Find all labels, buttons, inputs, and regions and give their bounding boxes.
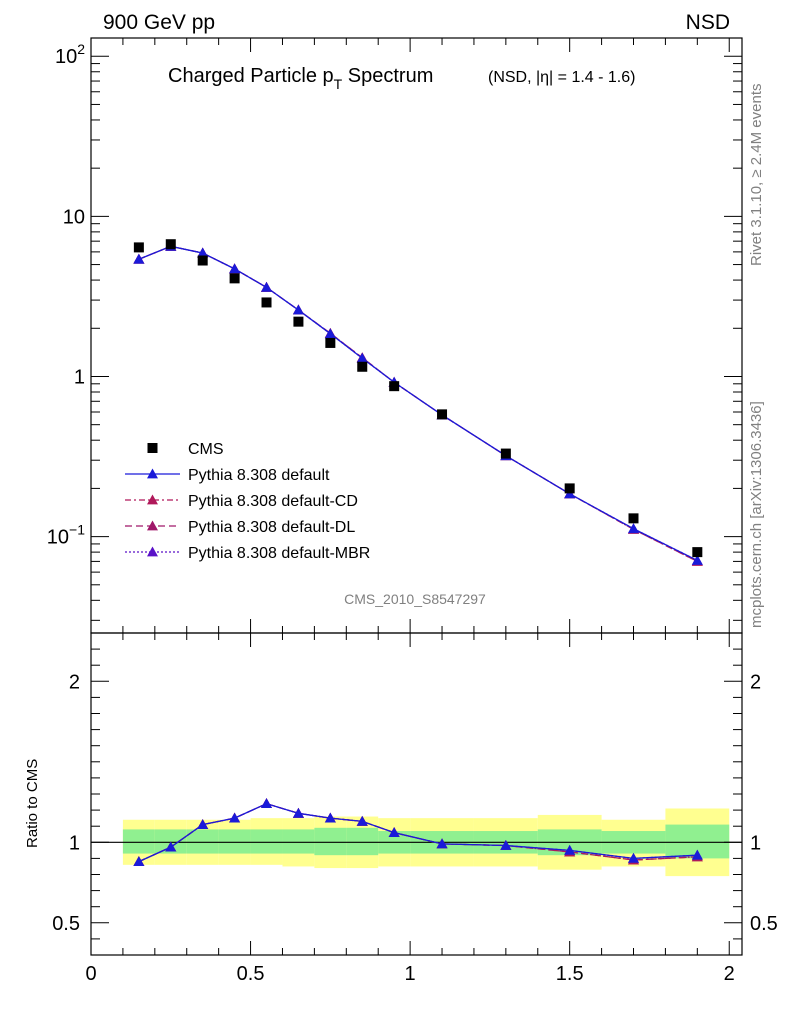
band-inner (218, 829, 251, 854)
data-point-cms (197, 255, 208, 266)
title-main-tail: Spectrum (342, 65, 433, 87)
ratio-marker (500, 840, 512, 850)
ratio-marker (388, 827, 400, 838)
data-point-cms (357, 361, 368, 372)
mcplots-reference-label: mcplots.cern.ch [arXiv:1306.3436] (748, 401, 765, 628)
legend-marker (147, 520, 158, 531)
upper-ticks: 102 10 1 10−1 (47, 38, 742, 633)
x-tick-label: 0.5 (237, 963, 265, 985)
band-inner (122, 829, 155, 854)
series-line (138, 245, 698, 561)
upper-y-tick-label: 1 (74, 366, 85, 388)
series-marker (691, 554, 703, 565)
band-inner (250, 829, 283, 854)
ratio-marker (165, 841, 177, 852)
series-line (138, 245, 698, 561)
ratio-marker (229, 812, 241, 823)
upper-frame (90, 37, 743, 634)
lower-y-tick-label-left: 0.5 (52, 913, 80, 935)
legend-marker (147, 546, 158, 557)
x-tick-label: 1 (405, 963, 416, 985)
x-tick-label: 2 (724, 963, 735, 985)
lower-y-tick-label-left: 2 (69, 671, 80, 693)
series-marker (261, 281, 273, 292)
ratio-marker (628, 852, 639, 863)
data-point-cms (437, 409, 448, 420)
analysis-id-label: CMS_2010_S8547297 (344, 591, 486, 607)
ratio-marker (436, 838, 448, 849)
series-marker (292, 304, 304, 315)
header-left-label: 900 GeV pp (103, 11, 215, 34)
ratio-marker (356, 815, 368, 826)
upper-y-tick-label: 102 (55, 41, 85, 68)
band-inner (282, 829, 315, 854)
title-extra: (NSD, |η| = 1.4 - 1.6) (488, 69, 635, 86)
rivet-version-label: Rivet 3.1.10, ≥ 2.4M events (748, 84, 765, 267)
header-right-label: NSD (686, 11, 730, 34)
legend: CMS Pythia 8.308 default Pythia 8.308 defa… (125, 441, 370, 562)
x-tick-label: 1.5 (556, 963, 584, 985)
x-tick-label: 0 (85, 963, 96, 985)
ratio-marker (292, 807, 304, 818)
legend-label: Pythia 8.308 default-DL (188, 519, 355, 536)
legend-marker (147, 468, 158, 479)
data-point-cms (261, 297, 272, 308)
band-inner (346, 827, 379, 856)
legend-label-cms: CMS (188, 441, 224, 458)
upper-panel: 102 10 1 10−1 Charged Particle pT Spectrum … (47, 37, 743, 634)
ratio-axis-label: Ratio to CMS (24, 759, 41, 848)
title-subscript: T (334, 76, 343, 92)
lower-y-tick-label-left: 1 (69, 832, 80, 854)
data-point-cms (293, 316, 304, 327)
lower-panel: 0 0.5 1 1.5 2 0.5 0.5 1 1 2 2 Ratio to CMS (24, 632, 778, 985)
ratio-marker (133, 856, 145, 867)
lower-y-tick-label-right: 0.5 (750, 913, 778, 935)
series-marker (133, 253, 145, 264)
svg-text:Charged Particle pT Spectrum: Charged Particle pT Spectrum (168, 65, 433, 92)
data-point-cms (692, 547, 703, 558)
legend-label: Pythia 8.308 default-MBR (188, 545, 370, 562)
ratio-marker (564, 844, 576, 855)
band-inner (314, 827, 347, 856)
lower-frame (90, 632, 743, 956)
data-point-cms (165, 239, 176, 250)
series-marker (197, 247, 209, 258)
lower-y-tick-label-right: 1 (750, 832, 761, 854)
lower-y-tick-label-right: 2 (750, 671, 761, 693)
data-point-cms (133, 242, 144, 253)
legend-label: Pythia 8.308 default-CD (188, 493, 358, 510)
data-point-cms (500, 448, 511, 459)
band-inner (186, 829, 219, 854)
data-point-cms (628, 513, 639, 524)
series-marker (628, 523, 639, 534)
legend-label: Pythia 8.308 default (188, 467, 330, 484)
lower-marks (91, 798, 742, 877)
data-point-cms (229, 273, 240, 284)
upper-y-tick-label: 10−1 (47, 522, 85, 549)
ratio-marker (197, 819, 209, 829)
ratio-line (138, 802, 698, 863)
series-marker (356, 352, 368, 363)
ratio-marker (691, 849, 703, 860)
data-point-cms (389, 381, 400, 392)
data-point-cms (564, 483, 575, 494)
series-line (138, 245, 698, 562)
lower-ticks: 0 0.5 1 1.5 2 0.5 0.5 1 1 2 2 (52, 633, 778, 985)
series-marker (229, 263, 241, 274)
series-line (138, 245, 698, 562)
data-point-cms (325, 337, 336, 348)
legend-marker-cms (147, 443, 158, 453)
chart-title: Charged Particle pT Spectrum (NSD, |η| =… (168, 65, 635, 92)
title-main: Charged Particle p (168, 65, 334, 87)
upper-marks (133, 239, 703, 566)
legend-marker (147, 494, 158, 505)
ratio-marker (324, 812, 336, 823)
ratio-marker (261, 798, 273, 809)
series-marker (324, 328, 336, 339)
upper-y-tick-label: 10 (63, 206, 85, 228)
